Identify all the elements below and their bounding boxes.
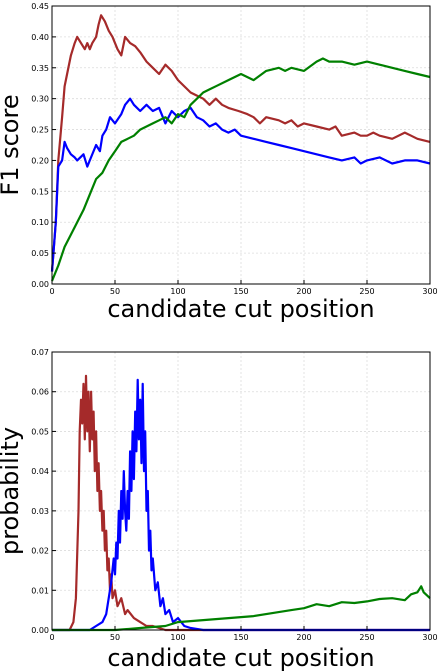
x-tick-label: 200 [296,287,311,296]
series-line-2 [52,585,431,632]
y-axis-label: probability [0,427,24,555]
x-tick-label: 300 [422,287,437,296]
y-axis-label: F1 score [0,94,24,195]
x-tick-label: 100 [170,633,185,642]
x-tick-label: 150 [233,287,248,296]
y-tick-label: 0.30 [31,95,49,104]
y-tick-label: 0.06 [31,388,49,397]
series-line-1 [50,97,431,272]
y-tick-label: 0.45 [31,2,49,11]
probability-chart: 0 50 100 150 200 250 300 0.00 0.01 0.02 0.03 0.04 0.… [0,348,438,672]
series-line-0 [50,14,431,272]
y-tick-label: 0.01 [31,586,49,595]
x-tick-label: 250 [359,287,374,296]
f1-score-chart: 0 50 100 150 200 250 300 0.00 0.05 0.10 0.15 0.20 0.… [0,2,438,323]
y-tick-label: 0.35 [31,64,49,73]
x-axis-label: candidate cut position [107,295,374,323]
y-tick-label: 0.02 [31,547,49,556]
y-tick-label: 0.20 [31,156,49,165]
y-tick-label: 0.05 [31,249,49,258]
y-tick-label: 0.00 [31,626,49,635]
x-axis-label: candidate cut position [107,644,374,672]
y-tick-label: 0.05 [31,427,49,436]
y-tick-label: 0.04 [31,467,49,476]
y-tick-label: 0.15 [31,187,49,196]
series-line-2 [50,57,431,282]
x-tick-label: 100 [170,287,185,296]
y-tick-label: 0.00 [31,280,49,289]
x-tick-label: 50 [110,633,120,642]
x-tick-label: 250 [359,633,374,642]
y-tick-label: 0.07 [31,348,49,357]
x-tick-label: 200 [296,633,311,642]
y-tick-label: 0.03 [31,507,49,516]
x-tick-label: 0 [49,633,54,642]
y-tick-label: 0.10 [31,218,49,227]
series-line-0 [52,374,430,632]
x-tick-label: 150 [233,633,248,642]
series-line-1 [52,378,430,632]
x-tick-label: 0 [49,287,54,296]
y-tick-label: 0.25 [31,126,49,135]
y-tick-label: 0.40 [31,33,49,42]
x-tick-label: 300 [422,633,437,642]
x-tick-label: 50 [110,287,120,296]
